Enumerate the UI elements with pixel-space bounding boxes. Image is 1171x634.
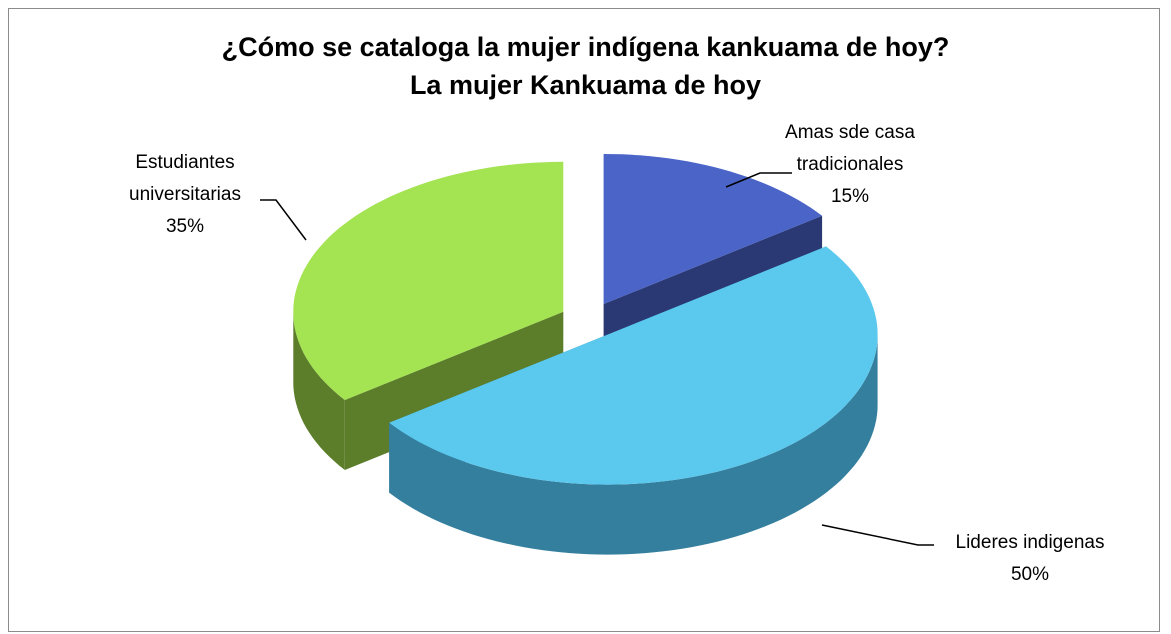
value-label: 50%	[1010, 564, 1050, 585]
chart-subtitle: La mujer Kankuama de hoy	[409, 70, 762, 100]
leader-line	[260, 199, 307, 241]
slice-label: Lideres indigenas 50%	[935, 527, 1125, 591]
slice-wall	[389, 334, 878, 555]
pie-slice	[389, 246, 878, 555]
category-label: Estudiantes universitarias	[129, 152, 241, 205]
slice-label: Amas sde casa tradicionales 15%	[760, 117, 940, 213]
value-label: 35%	[165, 216, 205, 237]
chart-frame	[8, 8, 1160, 632]
slice-top	[293, 161, 564, 400]
slice-top	[389, 246, 878, 485]
slice-top	[603, 154, 823, 304]
value-label: 15%	[830, 186, 870, 207]
leader-line	[821, 524, 934, 546]
category-label: Amas sde casa tradicionales	[785, 122, 915, 175]
slice-wall	[293, 311, 345, 470]
slice-label: Estudiantes universitarias 35%	[100, 147, 270, 243]
chart-title: ¿Cómo se cataloga la mujer indígena kank…	[221, 32, 950, 62]
category-label: Lideres indigenas	[955, 532, 1105, 553]
leader-line	[725, 172, 792, 188]
